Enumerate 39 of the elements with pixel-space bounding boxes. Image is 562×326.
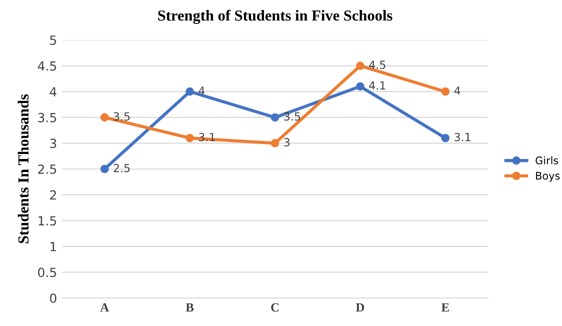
point — [186, 134, 194, 142]
data-label: 4.5 — [369, 60, 386, 70]
point — [356, 82, 364, 91]
data-label: 4 — [454, 86, 460, 95]
point — [270, 113, 280, 122]
point — [100, 113, 109, 122]
point — [441, 134, 450, 142]
y-tick-label: 1.5 — [38, 216, 56, 226]
y-tick-label: 0 — [50, 293, 56, 303]
x-tick-label: E — [441, 303, 449, 312]
legend-label: Boys — [536, 172, 560, 182]
y-tick-label: 0.5 — [38, 268, 56, 278]
y-tick-label: 5 — [50, 36, 56, 45]
data-label: 3.5 — [114, 112, 130, 121]
data-label: 3 — [284, 138, 290, 146]
y-tick-label: 2.5 — [38, 164, 56, 174]
y-tick-label: 4.5 — [38, 61, 56, 71]
data-label: 3.5 — [284, 112, 300, 121]
point — [356, 62, 364, 70]
x-tick-label: A — [100, 303, 110, 312]
x-tick-label: C — [271, 303, 279, 312]
y-axis-title: Students In Thousands — [18, 94, 29, 244]
point — [100, 164, 109, 174]
point — [441, 87, 450, 96]
y-tick-label: 2 — [50, 190, 56, 200]
y-tick-label: 1 — [50, 242, 56, 252]
point — [270, 139, 280, 148]
data-label: 2.5 — [114, 164, 130, 172]
chart-title: Strength of Students in Five Schools — [158, 10, 392, 24]
data-label: 4.1 — [369, 81, 386, 90]
data-label: 4 — [198, 86, 205, 95]
legend-label: Girls — [536, 156, 558, 164]
data-label: 3.1 — [454, 132, 470, 142]
x-tick-label: B — [186, 303, 194, 312]
y-tick-label: 4 — [50, 87, 56, 96]
y-tick-label: 3.5 — [38, 112, 56, 122]
point — [186, 87, 194, 96]
x-tick-label: D — [356, 303, 364, 312]
y-tick-label: 3 — [50, 138, 56, 148]
